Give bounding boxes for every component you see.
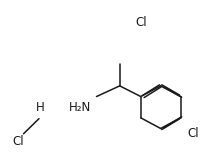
Text: H₂N: H₂N <box>69 101 91 114</box>
Text: H: H <box>36 101 45 114</box>
Text: Cl: Cl <box>12 135 24 148</box>
Text: Cl: Cl <box>135 16 146 29</box>
Text: Cl: Cl <box>187 127 198 140</box>
